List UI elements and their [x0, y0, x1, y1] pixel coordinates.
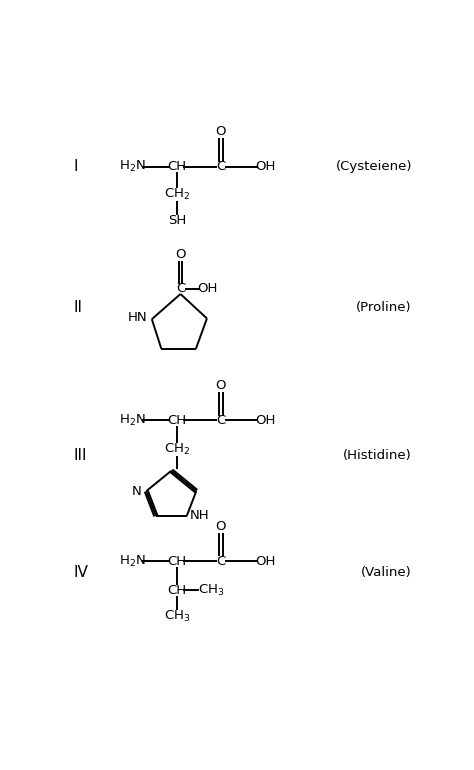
Text: CH$_2$: CH$_2$ [164, 187, 190, 202]
Text: C: C [176, 283, 185, 296]
Text: (Histidine): (Histidine) [343, 449, 412, 462]
Text: CH: CH [167, 584, 186, 597]
Text: HN: HN [128, 311, 148, 324]
Text: CH: CH [167, 160, 186, 173]
Text: C: C [216, 413, 226, 427]
Text: H$_2$N: H$_2$N [119, 413, 146, 428]
Text: CH$_2$: CH$_2$ [164, 442, 190, 457]
Text: (Proline): (Proline) [356, 301, 412, 314]
Text: IV: IV [74, 564, 89, 580]
Text: H$_2$N: H$_2$N [119, 554, 146, 569]
Text: (Valine): (Valine) [361, 566, 412, 579]
Text: OH: OH [255, 413, 275, 427]
Text: SH: SH [168, 215, 186, 227]
Text: OH: OH [255, 554, 275, 567]
Text: CH: CH [167, 554, 186, 567]
Text: III: III [74, 448, 87, 463]
Text: H$_2$N: H$_2$N [119, 159, 146, 174]
Text: C: C [216, 554, 226, 567]
Text: O: O [216, 126, 226, 138]
Text: C: C [216, 160, 226, 173]
Text: CH$_3$: CH$_3$ [164, 609, 190, 624]
Text: II: II [74, 300, 83, 315]
Text: O: O [216, 520, 226, 533]
Text: (Cysteiene): (Cysteiene) [336, 160, 412, 173]
Text: CH$_3$: CH$_3$ [198, 583, 224, 598]
Text: N: N [132, 484, 142, 497]
Text: NH: NH [190, 510, 210, 523]
Text: O: O [216, 379, 226, 392]
Text: OH: OH [255, 160, 275, 173]
Text: CH: CH [167, 413, 186, 427]
Text: O: O [175, 248, 186, 261]
Text: I: I [74, 159, 78, 174]
Text: OH: OH [198, 283, 218, 296]
